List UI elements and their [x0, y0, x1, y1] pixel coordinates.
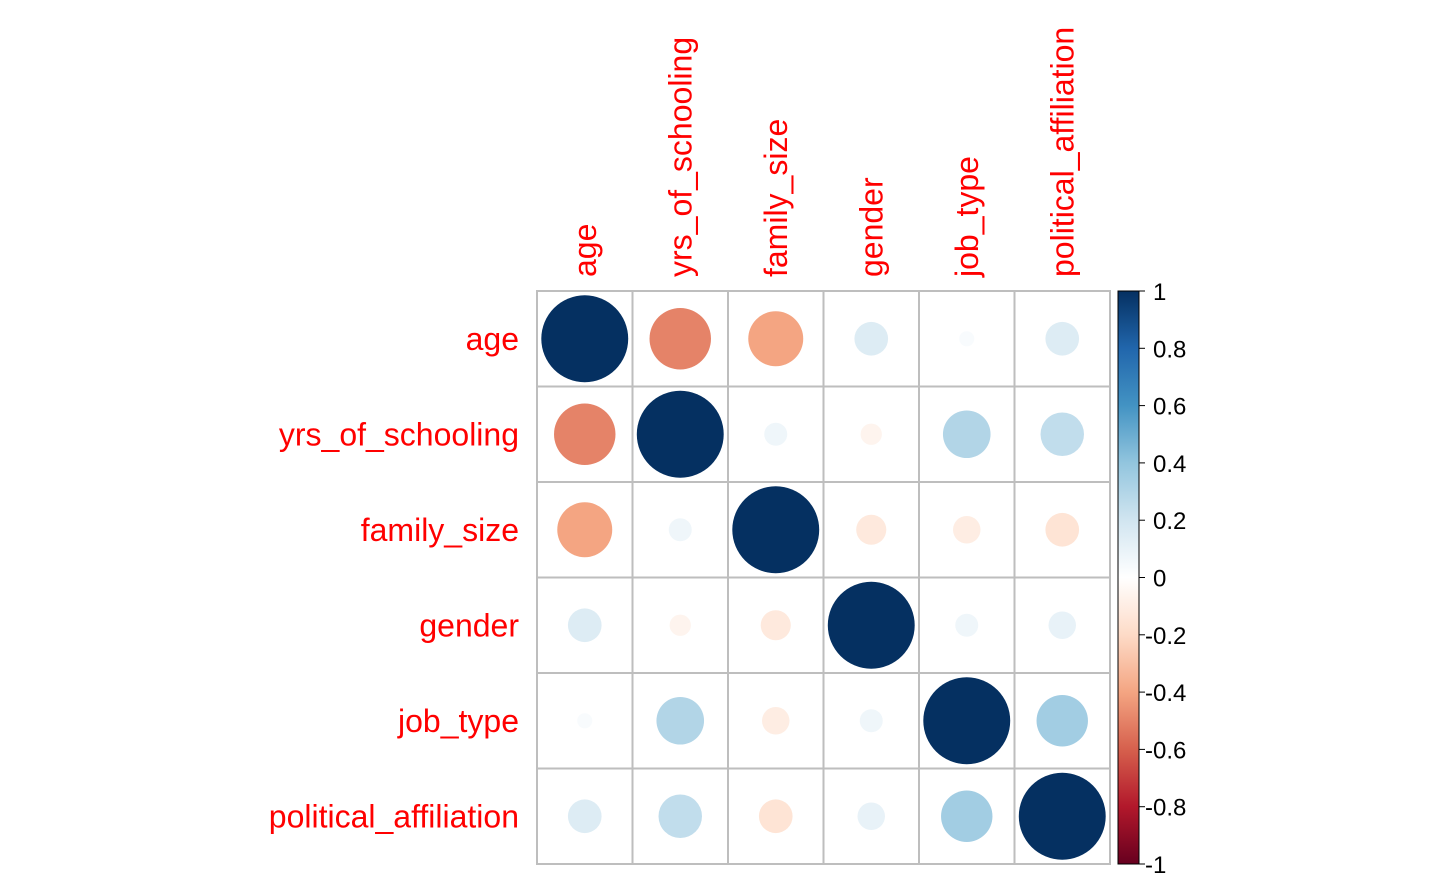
colorbar: 1 0.8 0.6 0.4 0.2 0 -0.2 -0.4 -0.6 -0.8 -1 [1117, 279, 1186, 879]
colorbar-tick-label: 0.6 [1153, 394, 1186, 421]
corr-circle-political_affiliation-age: political_affiliation / age: 0.15 [567, 799, 602, 834]
corr-circle-age-gender: age / gender: 0.15 [854, 321, 889, 356]
corr-circle-family_size-family_size: family_size / family_size: 1 [732, 486, 820, 574]
row-label-gender: gender [419, 607, 519, 643]
corr-circle-job_type-age: job_type / age: 0.03 [577, 713, 593, 729]
correlation-circles: age / age: 1 age / yrs_of_schooling: -0.5… [541, 295, 1106, 860]
row-label-yrs_of_schooling: yrs_of_schooling [279, 416, 519, 452]
colorbar-tick-label: -1 [1145, 852, 1166, 879]
corr-circle-job_type-gender: job_type / gender: 0.07 [859, 709, 883, 733]
corr-circle-political_affiliation-yrs_of_schooling: political_affiliation / yrs_of_schooling… [658, 794, 702, 838]
column-label-yrs_of_schooling: yrs_of_schooling [662, 37, 698, 277]
row-label-political_affiliation: political_affiliation [269, 798, 519, 834]
corr-circle-age-family_size: age / family_size: -0.4 [748, 311, 804, 367]
corr-circle-family_size-age: family_size / age: -0.4 [557, 502, 613, 558]
colorbar-tick-label: 1 [1153, 279, 1166, 306]
corr-circle-job_type-yrs_of_schooling: job_type / yrs_of_schooling: 0.3 [656, 696, 705, 745]
corr-circle-age-yrs_of_schooling: age / yrs_of_schooling: -0.5 [649, 308, 711, 370]
column-label-family_size: family_size [758, 119, 794, 277]
colorbar-tick-label: -0.8 [1145, 795, 1186, 822]
row-label-age: age [466, 321, 519, 357]
corr-circle-yrs_of_schooling-yrs_of_schooling: yrs_of_schooling / yrs_of_schooling: 1 [636, 390, 724, 478]
corr-circle-yrs_of_schooling-political_affiliation: yrs_of_schooling / political_affiliation… [1040, 412, 1084, 456]
matrix-cell [631, 481, 729, 579]
corr-circle-gender-job_type: gender / job_type: 0.07 [955, 613, 979, 637]
corr-circle-family_size-yrs_of_schooling: family_size / yrs_of_schooling: 0.07 [668, 518, 692, 542]
corr-circle-yrs_of_schooling-job_type: yrs_of_schooling / job_type: 0.3 [942, 410, 991, 459]
corr-circle-age-political_affiliation: age / political_affiliation: 0.15 [1045, 321, 1080, 356]
corr-circle-age-job_type: age / job_type: 0.03 [959, 331, 975, 347]
colorbar-tick-label: -0.6 [1145, 737, 1186, 764]
corr-circle-political_affiliation-political_affiliation: political_affiliation / political_affili… [1018, 772, 1106, 860]
corr-circle-family_size-political_affiliation: family_size / political_affiliation: -0.… [1045, 512, 1080, 547]
corr-circle-gender-yrs_of_schooling: gender / yrs_of_schooling: -0.06 [669, 614, 691, 636]
column-label-age: age [567, 224, 603, 277]
corr-circle-yrs_of_schooling-gender: yrs_of_schooling / gender: -0.06 [860, 423, 882, 445]
corr-circle-political_affiliation-gender: political_affiliation / gender: 0.1 [857, 802, 885, 830]
corr-circle-gender-gender: gender / gender: 1 [827, 581, 915, 669]
colorbar-tick-label: 0.4 [1153, 451, 1186, 478]
corr-circle-yrs_of_schooling-family_size: yrs_of_schooling / family_size: 0.07 [764, 422, 788, 446]
column-label-job_type: job_type [949, 156, 985, 278]
corr-circle-gender-age: gender / age: 0.15 [567, 608, 602, 643]
column-labels: age yrs_of_schooling family_size gender job_… [567, 27, 1081, 278]
corr-circle-family_size-gender: family_size / gender: -0.12 [856, 514, 887, 545]
corr-circle-job_type-family_size: job_type / family_size: -0.1 [762, 707, 790, 735]
colorbar-tick-label: -0.4 [1145, 680, 1186, 707]
corr-circle-job_type-job_type: job_type / job_type: 1 [923, 677, 1011, 765]
row-label-family_size: family_size [361, 512, 519, 548]
colorbar-tick-label: 0.2 [1153, 508, 1186, 535]
corr-circle-yrs_of_schooling-age: yrs_of_schooling / age: -0.5 [554, 403, 616, 465]
colorbar-tick-label: 0 [1153, 566, 1166, 593]
corr-circle-gender-political_affiliation: gender / political_affiliation: 0.1 [1048, 611, 1076, 639]
corr-circle-age-age: age / age: 1 [541, 295, 629, 383]
corr-circle-gender-family_size: gender / family_size: -0.12 [760, 610, 791, 641]
colorbar-tick-label: -0.2 [1145, 623, 1186, 650]
corr-circle-political_affiliation-family_size: political_affiliation / family_size: -0.… [758, 799, 793, 834]
column-label-gender: gender [853, 177, 889, 277]
colorbar-tick-label: 0.8 [1153, 336, 1186, 363]
column-label-political_affiliation: political_affiliation [1044, 27, 1080, 277]
corr-circle-family_size-job_type: family_size / job_type: -0.1 [953, 516, 981, 544]
corr-circle-political_affiliation-job_type: political_affiliation / job_type: 0.35 [941, 790, 993, 842]
matrix-cells [536, 290, 1111, 865]
row-label-job_type: job_type [397, 703, 519, 739]
colorbar-gradient [1117, 290, 1140, 865]
corr-circle-job_type-political_affiliation: job_type / political_affiliation: 0.35 [1036, 695, 1088, 747]
